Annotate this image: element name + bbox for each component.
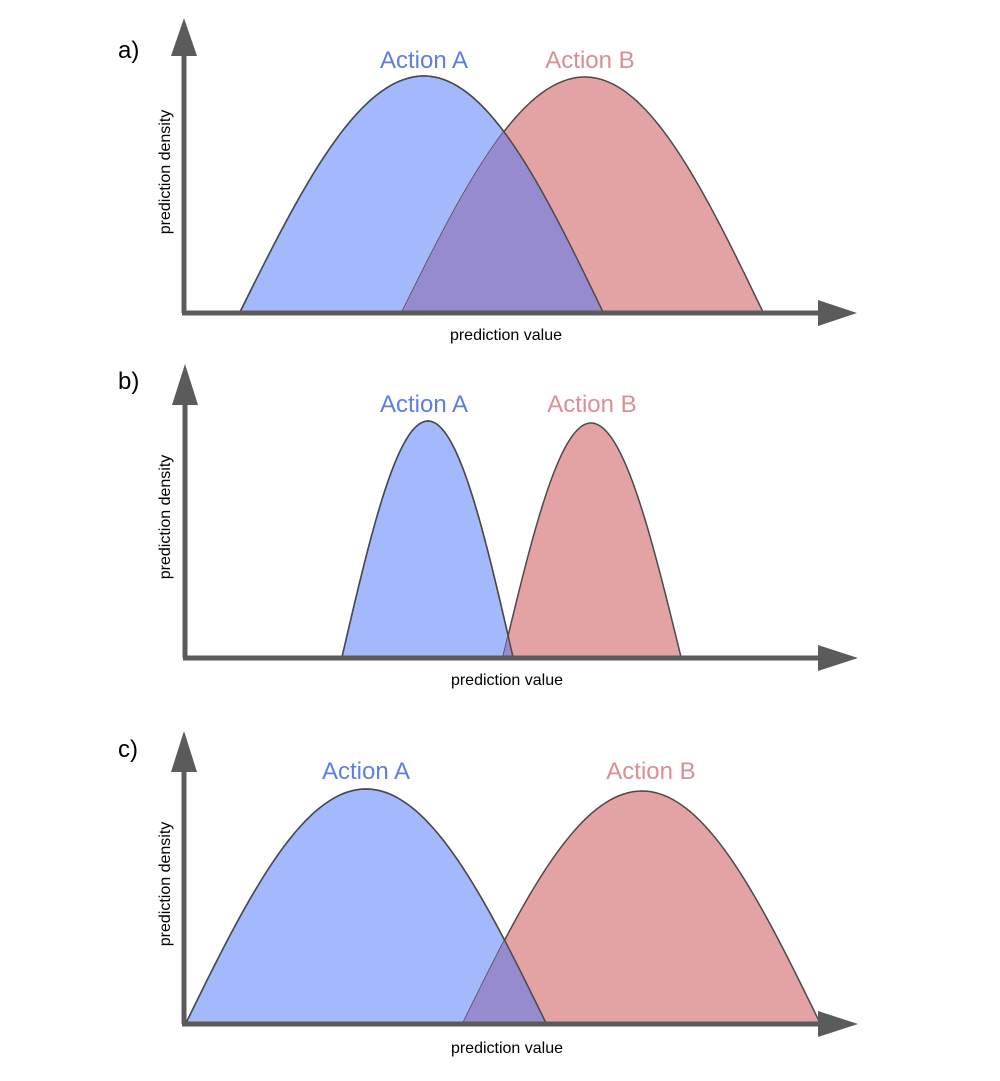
action-a-outline [184,788,548,1024]
x-axis-label: prediction value [451,1040,563,1057]
panel-a: a) Action A Action B prediction value pr… [118,18,857,344]
y-axis-arrow [172,364,198,405]
y-axis-arrow [171,18,197,56]
action-a-curve [341,420,514,658]
x-axis-arrow [818,1011,858,1037]
action-a-label: Action A [322,758,410,785]
panel-letter: c) [118,736,138,763]
action-b-label: Action B [545,47,634,74]
action-a-outline [238,75,605,313]
y-axis-label: prediction density [157,110,174,235]
action-a-label: Action A [380,391,468,418]
action-a-outline [341,420,514,658]
action-b-label: Action B [606,758,695,785]
x-axis-arrow [818,645,858,671]
action-b-curve [502,422,682,658]
action-b-curve [461,790,822,1024]
y-axis-arrow [171,731,197,772]
x-axis-label: prediction value [450,327,562,344]
y-axis-label: prediction density [157,455,174,580]
x-axis-label: prediction value [451,672,563,689]
panel-c: c) Action A Action B prediction value pr… [118,731,858,1057]
panel-letter: b) [118,368,139,395]
panel-letter: a) [118,37,139,64]
action-a-label: Action A [380,47,468,74]
panel-b: b) Action A Action B prediction value pr… [118,364,858,689]
action-b-label: Action B [547,391,636,418]
y-axis-label: prediction density [157,822,174,947]
x-axis-arrow [818,300,857,326]
